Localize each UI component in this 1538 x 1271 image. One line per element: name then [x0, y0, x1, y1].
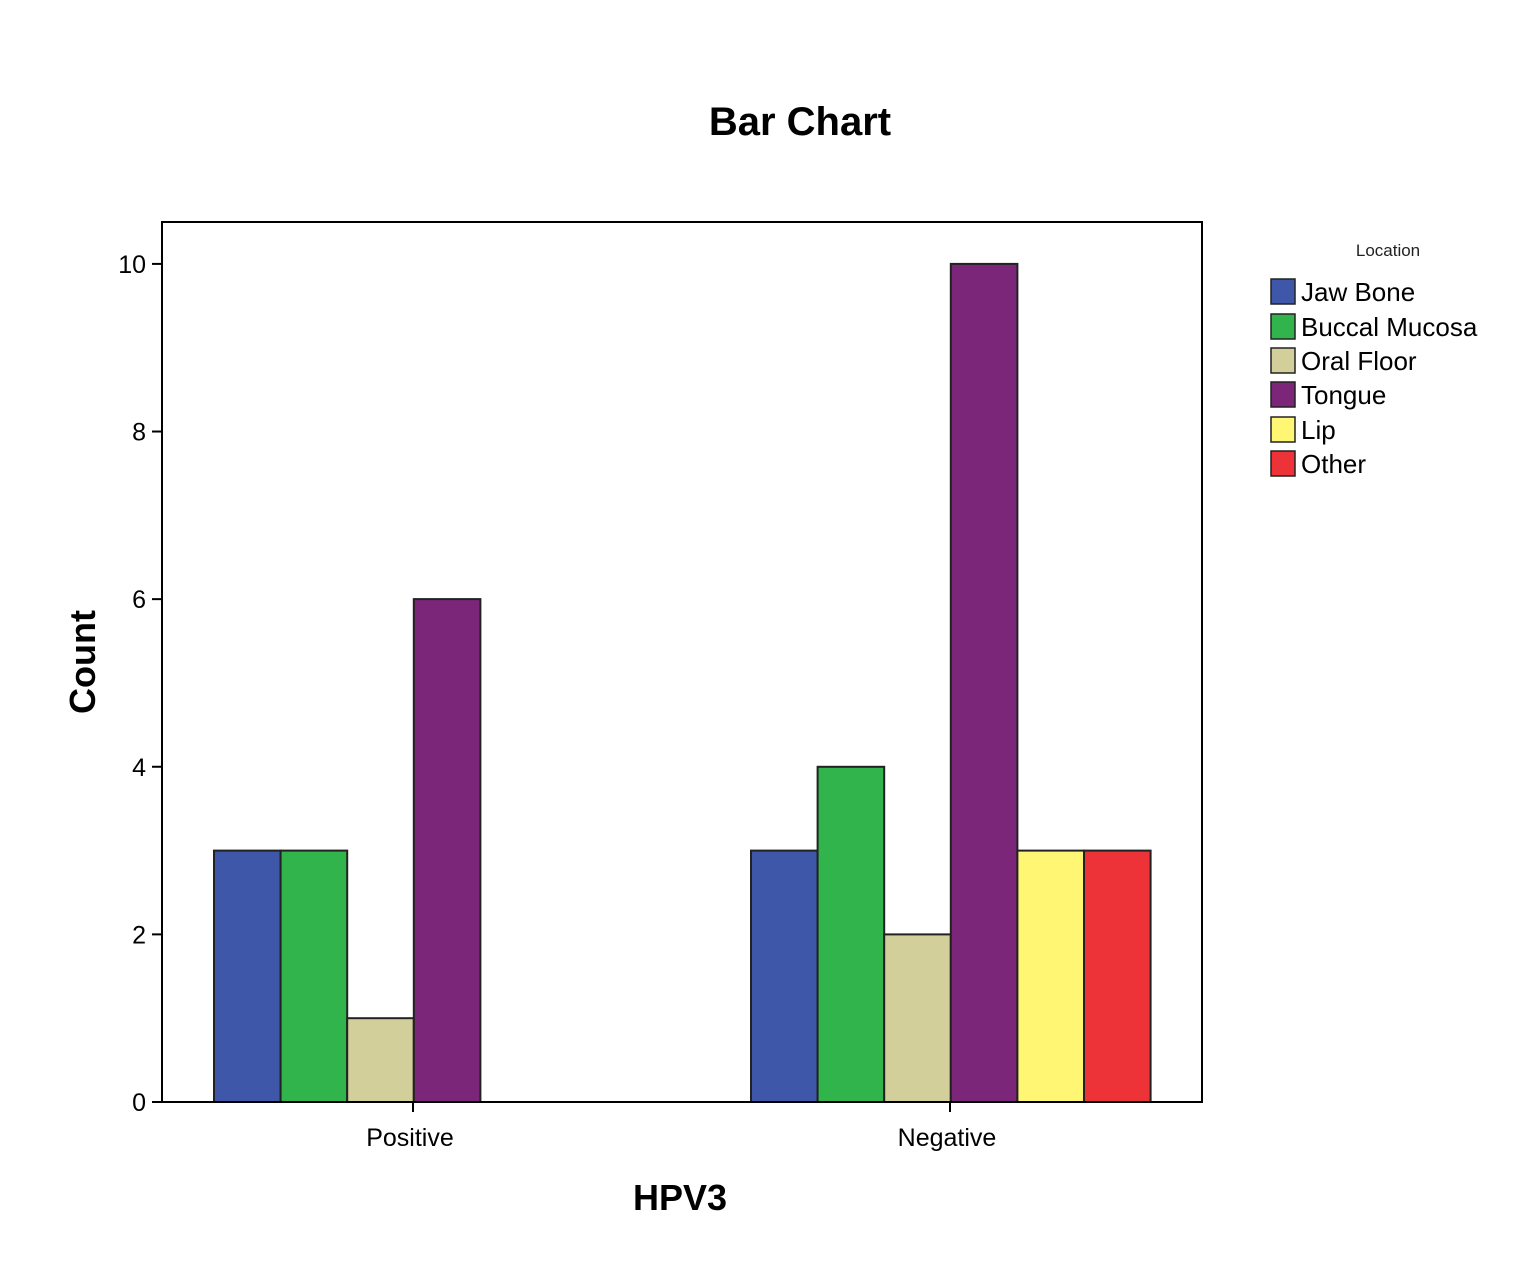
bar-negative-oral-floor	[883, 933, 952, 1104]
legend-swatch-lip	[1270, 416, 1296, 443]
y-tick-label: 10	[118, 251, 146, 279]
legend-items: Jaw Bone Buccal Mucosa Oral Floor Tongue Lip…	[1270, 277, 1478, 479]
x-axis-title: HPV3	[633, 1177, 727, 1218]
y-tick-label: 2	[132, 921, 146, 949]
legend-swatch-jaw-bone	[1270, 278, 1296, 305]
legend-swatch-oral-floor	[1270, 347, 1296, 374]
bar-negative-buccal-mucosa	[816, 765, 886, 1103]
bars	[213, 262, 1152, 1104]
chart-title: Bar Chart	[709, 100, 891, 144]
legend-label: Oral Floor	[1301, 346, 1417, 376]
legend-label: Tongue	[1301, 380, 1386, 410]
x-axis: Positive Negative	[366, 1102, 996, 1152]
bar-positive-tongue	[412, 598, 482, 1103]
x-tick-label: Negative	[898, 1124, 997, 1152]
legend-label: Jaw Bone	[1301, 277, 1415, 307]
legend-label: Lip	[1301, 415, 1336, 445]
bar-positive-buccal-mucosa	[279, 849, 349, 1103]
bar-positive-oral-floor	[346, 1017, 415, 1104]
bar-negative-other	[1083, 849, 1152, 1103]
y-tick-label: 6	[132, 586, 146, 614]
legend: Location Jaw Bone Buccal Mucosa Oral Floor…	[1270, 241, 1478, 479]
y-axis: 0 2 4 6 8 10	[118, 251, 162, 1117]
y-tick-label: 0	[132, 1089, 146, 1117]
y-tick-label: 8	[132, 419, 146, 447]
legend-swatch-other	[1270, 450, 1296, 477]
bar-negative-jaw-bone	[750, 849, 819, 1103]
legend-label: Buccal Mucosa	[1301, 312, 1478, 342]
legend-label: Other	[1301, 449, 1366, 479]
bar-positive-jaw-bone	[213, 849, 282, 1103]
plot-area: 0 2 4 6 8 10 Positive Negative	[118, 221, 1203, 1152]
x-tick-label: Positive	[366, 1124, 454, 1152]
legend-title: Location	[1356, 241, 1420, 260]
bar-negative-tongue	[949, 262, 1019, 1103]
y-axis-title: Count	[62, 610, 103, 714]
plot-frame	[161, 221, 1203, 1103]
legend-swatch-buccal-mucosa	[1270, 313, 1296, 340]
y-tick-label: 4	[132, 754, 146, 782]
bar-negative-lip	[1016, 849, 1086, 1103]
legend-swatch-tongue	[1270, 381, 1296, 408]
